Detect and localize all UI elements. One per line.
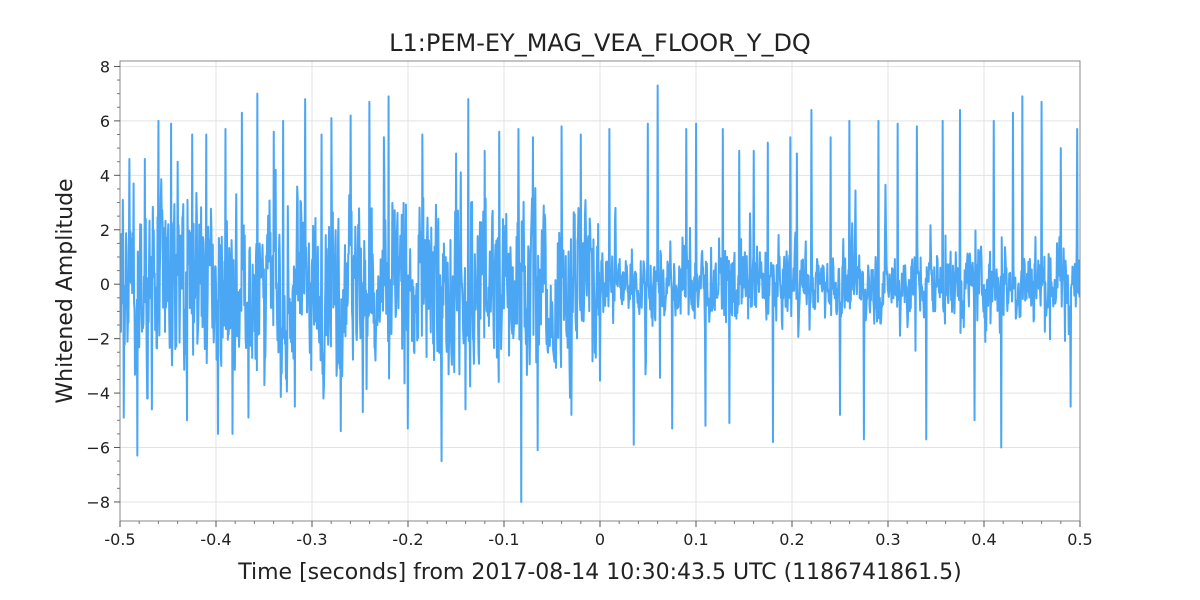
x-tick-label: -0.2 bbox=[392, 530, 423, 549]
x-tick-label: -0.5 bbox=[104, 530, 135, 549]
x-tick-label: 0 bbox=[595, 530, 605, 549]
series-layer bbox=[120, 84, 1080, 503]
x-tick-label: -0.1 bbox=[488, 530, 519, 549]
y-tick-label: 6 bbox=[100, 112, 110, 131]
x-tick-label: 0.3 bbox=[875, 530, 900, 549]
x-tick-label: 0.2 bbox=[779, 530, 804, 549]
x-tick-label: 0.1 bbox=[683, 530, 708, 549]
x-tick-label: -0.3 bbox=[296, 530, 327, 549]
y-tick-label: −2 bbox=[86, 330, 110, 349]
series-line bbox=[120, 84, 1080, 503]
y-tick-label: −4 bbox=[86, 384, 110, 403]
y-axis-label: Whitened Amplitude bbox=[53, 178, 78, 403]
chart-title: L1:PEM-EY_MAG_VEA_FLOOR_Y_DQ bbox=[389, 29, 811, 57]
y-tick-label: −6 bbox=[86, 439, 110, 458]
x-tick-label: 0.4 bbox=[971, 530, 996, 549]
y-tick-label: 8 bbox=[100, 57, 110, 76]
y-tick-label: −8 bbox=[86, 493, 110, 512]
y-tick-label: 2 bbox=[100, 221, 110, 240]
y-tick-label: 0 bbox=[100, 275, 110, 294]
x-tick-label: -0.4 bbox=[200, 530, 231, 549]
x-axis-label: Time [seconds] from 2017-08-14 10:30:43.… bbox=[237, 560, 961, 585]
tick-layer: -0.5 -0.4 -0.3 -0.2 -0.1 0 0.1 0.2 0.3 0.4 0.5 −8 −6… bbox=[86, 57, 1092, 549]
y-tick-label: 4 bbox=[100, 166, 110, 185]
x-tick-label: 0.5 bbox=[1067, 530, 1092, 549]
